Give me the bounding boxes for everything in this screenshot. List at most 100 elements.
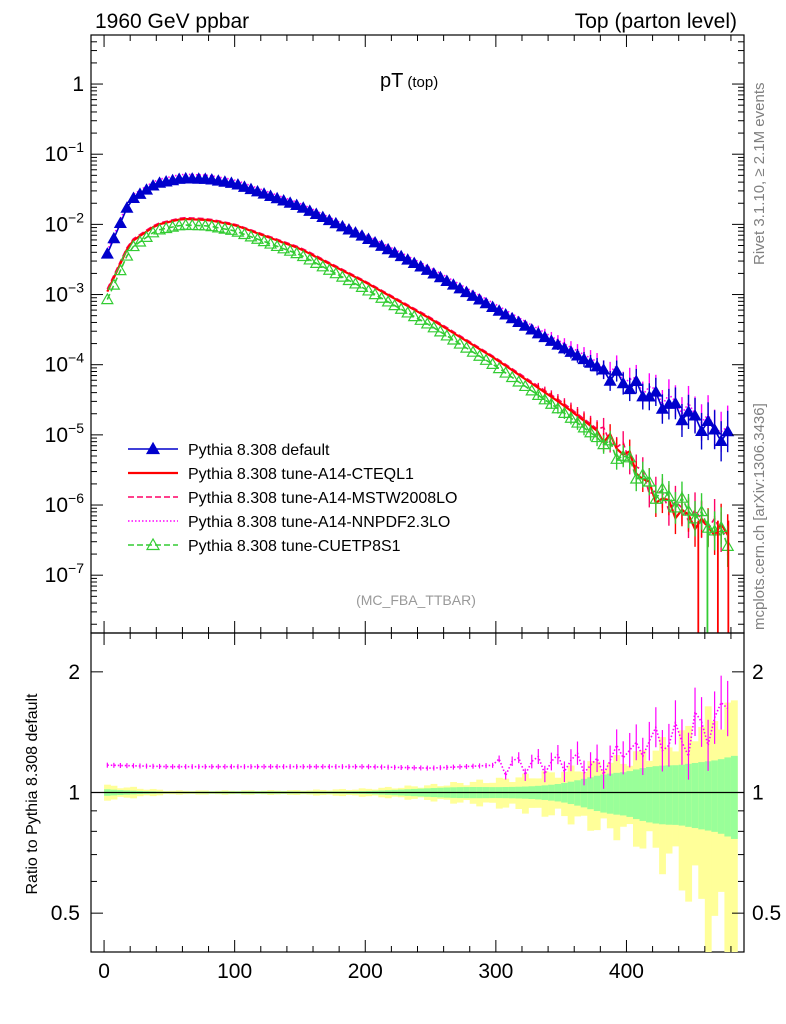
data-point	[668, 501, 682, 513]
main-title: pT (top)	[380, 70, 438, 92]
data-point	[655, 482, 669, 494]
data-point	[492, 361, 506, 374]
data-point	[427, 267, 441, 279]
uncertainty-band-green	[632, 769, 640, 820]
ratio-series-nnpdf	[107, 701, 729, 778]
data-point	[649, 492, 663, 504]
ratio-ylabel: Ratio to Pythia 8.308 default	[24, 693, 41, 895]
legend-item: Pythia 8.308 tune-CUETP8S1	[128, 537, 401, 555]
data-point	[361, 232, 376, 244]
ratio-y-tick-label-left: 1	[68, 782, 80, 805]
data-point	[290, 246, 304, 259]
data-point	[610, 452, 624, 464]
data-point	[486, 357, 500, 369]
data-point	[721, 424, 735, 437]
data-point	[257, 187, 271, 199]
data-point	[551, 401, 565, 414]
uncertainty-band-green	[626, 771, 634, 817]
data-point	[564, 345, 578, 357]
data-point	[120, 249, 134, 261]
data-point	[120, 201, 134, 213]
data-point	[198, 219, 212, 231]
data-point	[205, 219, 219, 232]
data-point	[688, 512, 702, 524]
data-point	[244, 182, 258, 195]
y-tick-label: 10−5	[45, 420, 85, 447]
legend-label: Pythia 8.308 default	[188, 442, 330, 459]
data-point	[401, 306, 415, 318]
data-point	[642, 475, 656, 487]
uncertainty-band-green	[659, 765, 666, 825]
main-title-text: pT	[380, 70, 403, 92]
data-point	[296, 201, 310, 213]
ratio-y-tick-label-right: 2	[752, 661, 764, 684]
data-point	[499, 366, 513, 378]
data-point	[329, 216, 343, 229]
data-point	[505, 370, 519, 383]
y-tick-label: 10−6	[45, 490, 85, 517]
ratio-y-tick-label-left: 2	[68, 661, 80, 684]
data-point	[668, 396, 682, 409]
legend: Pythia 8.308 default Pythia 8.308 tune-A1…	[128, 441, 457, 555]
data-point	[185, 218, 199, 231]
ratio-y-tick-label-left: 0.5	[51, 902, 80, 925]
data-point	[616, 376, 630, 389]
data-point	[407, 309, 421, 322]
data-point	[283, 196, 297, 208]
data-point	[394, 249, 408, 262]
uncertainty-band-green	[600, 774, 608, 813]
data-point	[708, 423, 722, 435]
data-point	[499, 308, 513, 320]
uncertainty-band-green	[619, 772, 627, 816]
uncertainty-band-green	[646, 766, 653, 823]
data-point	[701, 414, 715, 426]
data-point	[597, 437, 611, 450]
data-point	[107, 278, 121, 290]
legend-item: Pythia 8.308 tune-A14-NNPDF2.3LO	[128, 514, 450, 531]
data-point	[551, 338, 565, 350]
data-point	[335, 219, 349, 232]
main-title-sub: (top)	[407, 74, 438, 91]
data-point	[486, 300, 500, 312]
data-point	[100, 247, 114, 259]
data-point	[466, 345, 480, 357]
data-point	[590, 430, 604, 443]
data-point	[544, 397, 558, 409]
data-point	[505, 311, 519, 324]
data-point	[473, 349, 487, 361]
data-point	[394, 302, 408, 314]
data-point	[688, 409, 702, 421]
data-point	[525, 323, 539, 335]
uncertainty-band-green	[672, 765, 679, 825]
main-y-axis: 1 10−1 10−2 10−3 10−4 10−5 10−6 10−7	[45, 34, 744, 625]
data-point	[179, 218, 193, 230]
data-point	[577, 352, 591, 365]
ratio-y-tick-label-right: 0.5	[752, 902, 781, 925]
data-point	[590, 359, 604, 372]
data-point	[388, 246, 402, 258]
data-point	[381, 242, 395, 255]
ratio-y-tick-label-right: 1	[752, 782, 764, 805]
data-point	[427, 320, 441, 333]
data-point	[459, 285, 474, 298]
series-line	[106, 216, 729, 536]
data-point	[244, 230, 258, 242]
data-point	[531, 388, 545, 400]
data-point	[473, 293, 487, 305]
data-point	[577, 421, 591, 433]
data-point	[610, 364, 624, 376]
data-point	[433, 325, 447, 337]
data-point	[309, 207, 323, 219]
x-tick-label: 400	[609, 960, 644, 983]
legend-label: Pythia 8.308 tune-A14-CTEQL1	[188, 466, 414, 483]
rivet-label: Rivet 3.1.10, ≥ 2.1M events	[751, 83, 768, 266]
mcplots-label: mcplots.cern.ch [arXiv:1306.3436]	[751, 403, 768, 630]
data-point	[453, 281, 467, 294]
x-tick-label: 100	[217, 960, 252, 983]
data-point	[316, 259, 330, 272]
data-point	[270, 191, 284, 204]
data-point	[538, 392, 552, 405]
data-point	[257, 234, 271, 247]
legend-item: Pythia 8.308 tune-A14-MSTW2008LO	[128, 490, 457, 507]
